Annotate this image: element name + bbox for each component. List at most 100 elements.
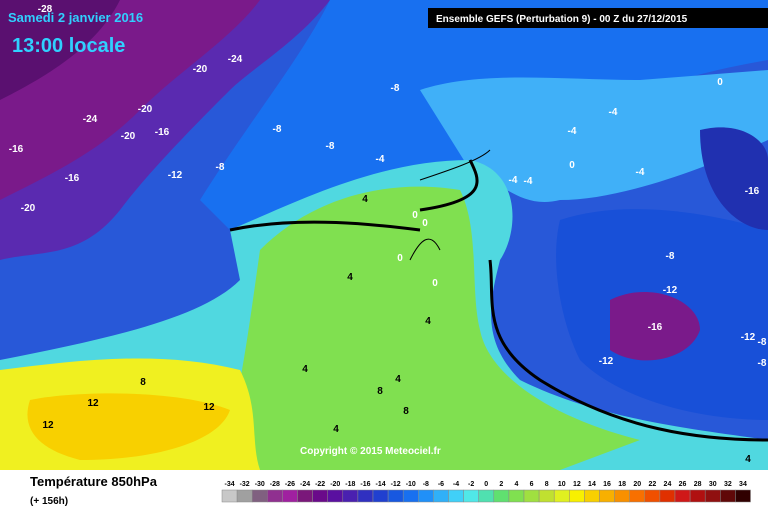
contour-label: -16: [9, 144, 24, 155]
legend-label: 34: [739, 481, 747, 488]
legend-label: -6: [438, 481, 444, 488]
legend-label: 10: [558, 481, 566, 488]
legend-swatch: [584, 489, 600, 503]
legend-swatch: [720, 489, 736, 503]
contour-label: -4: [509, 175, 518, 186]
legend-swatch: [387, 489, 404, 503]
contour-label: -8: [758, 358, 767, 369]
contour-label: 8: [403, 406, 409, 417]
contour-label: -8: [391, 83, 400, 94]
legend-swatch: [251, 489, 268, 503]
legend-swatch: [463, 489, 479, 503]
legend-label: -8: [423, 481, 429, 488]
legend-swatch: [478, 489, 495, 503]
legend-swatch: [402, 489, 419, 503]
legend-swatch: [689, 489, 706, 503]
legend-label: -30: [255, 481, 265, 488]
legend-label: 2: [499, 481, 503, 488]
contour-label: -28: [38, 4, 53, 15]
contour-label: 4: [425, 316, 431, 327]
contour-label: -20: [121, 131, 136, 142]
contour-label: -12: [168, 170, 183, 181]
contour-label: 4: [745, 454, 751, 465]
legend: -34 -32 -30 -28 -26 -24 -22 -20 -18 -16 -14 -12 -10-…: [221, 481, 751, 503]
legend-swatch: [523, 489, 540, 503]
contour-label: 12: [42, 420, 54, 431]
legend-label: 30: [709, 481, 717, 488]
legend-label: 16: [603, 481, 611, 488]
contour-label: -16: [745, 186, 760, 197]
contour-label: -16: [648, 322, 663, 333]
footer-lead: (+ 156h): [30, 496, 68, 507]
contour-label: -4: [636, 167, 645, 178]
contour-label: 4: [302, 364, 308, 375]
legend-label: 6: [530, 481, 534, 488]
contour-label: 0: [412, 210, 418, 221]
date: Samedi 2 janvier 2016: [8, 10, 143, 25]
legend-swatch: [629, 489, 646, 503]
legend-swatch: [569, 489, 585, 503]
contour-label: -20: [193, 64, 208, 75]
legend-swatch: [433, 489, 449, 503]
legend-label: -4: [453, 481, 459, 488]
legend-swatch: [221, 489, 238, 503]
legend-label: -26: [285, 481, 295, 488]
contour-label: -4: [609, 107, 618, 118]
legend-label: 14: [588, 481, 596, 488]
legend-swatch: [372, 489, 389, 503]
contour-label: 8: [140, 377, 146, 388]
legend-label: 24: [664, 481, 672, 488]
legend-label: -14: [375, 481, 385, 488]
contour-label: 12: [203, 402, 215, 413]
contour-label: -12: [663, 285, 678, 296]
legend-label: 32: [724, 481, 732, 488]
contour-label: -4: [568, 126, 577, 137]
contour-label: -20: [138, 104, 153, 115]
contour-label: -4: [376, 154, 385, 165]
legend-swatch: [418, 489, 434, 503]
legend-swatch: [538, 489, 555, 503]
legend-label: 20: [633, 481, 641, 488]
legend-label: -22: [315, 481, 325, 488]
time: 13:00 locale: [12, 35, 125, 57]
contour-label: 4: [333, 424, 339, 435]
legend-label: -24: [300, 481, 310, 488]
contour-label: -4: [524, 176, 533, 187]
run-info: Ensemble GEFS (Perturbation 9) - 00 Z du…: [436, 14, 688, 25]
legend-label: 8: [545, 481, 549, 488]
contour-label: -24: [83, 114, 98, 125]
contour-label: 0: [717, 77, 723, 88]
legend-label: -16: [360, 481, 370, 488]
contour-labels: -28 -24 -20 -20 -24 -20 -16 -16 -16 -12 -8 -20 -8 -8 -…: [9, 4, 767, 465]
legend-swatch: [674, 489, 691, 503]
legend-swatch: [599, 489, 615, 503]
contour-label: -24: [228, 54, 243, 65]
legend-swatch: [327, 489, 344, 503]
legend-label: -28: [270, 481, 280, 488]
legend-swatch: [236, 489, 253, 503]
legend-swatch: [614, 489, 630, 503]
contour-label: -20: [21, 203, 36, 214]
legend-label: 18: [618, 481, 626, 488]
legend-swatch: [342, 489, 359, 503]
legend-label: -2: [468, 481, 474, 488]
contour-label: -16: [155, 127, 170, 138]
legend-swatch: [448, 489, 464, 503]
contour-label: 4: [362, 194, 368, 205]
contour-label: -8: [326, 141, 335, 152]
footer-title: Température 850hPa: [30, 474, 158, 489]
contour-label: -12: [741, 332, 756, 343]
contour-label: 12: [87, 398, 99, 409]
legend-swatch: [297, 489, 313, 503]
contour-label: 4: [347, 272, 353, 283]
legend-label: 28: [694, 481, 702, 488]
legend-swatch: [508, 489, 525, 503]
contour-label: 0: [397, 253, 403, 264]
legend-label: 22: [648, 481, 656, 488]
legend-swatch: [553, 489, 570, 503]
legend-label: -20: [330, 481, 340, 488]
contour-label: -8: [666, 251, 675, 262]
legend-swatch: [659, 489, 676, 503]
legend-swatch: [704, 489, 721, 503]
